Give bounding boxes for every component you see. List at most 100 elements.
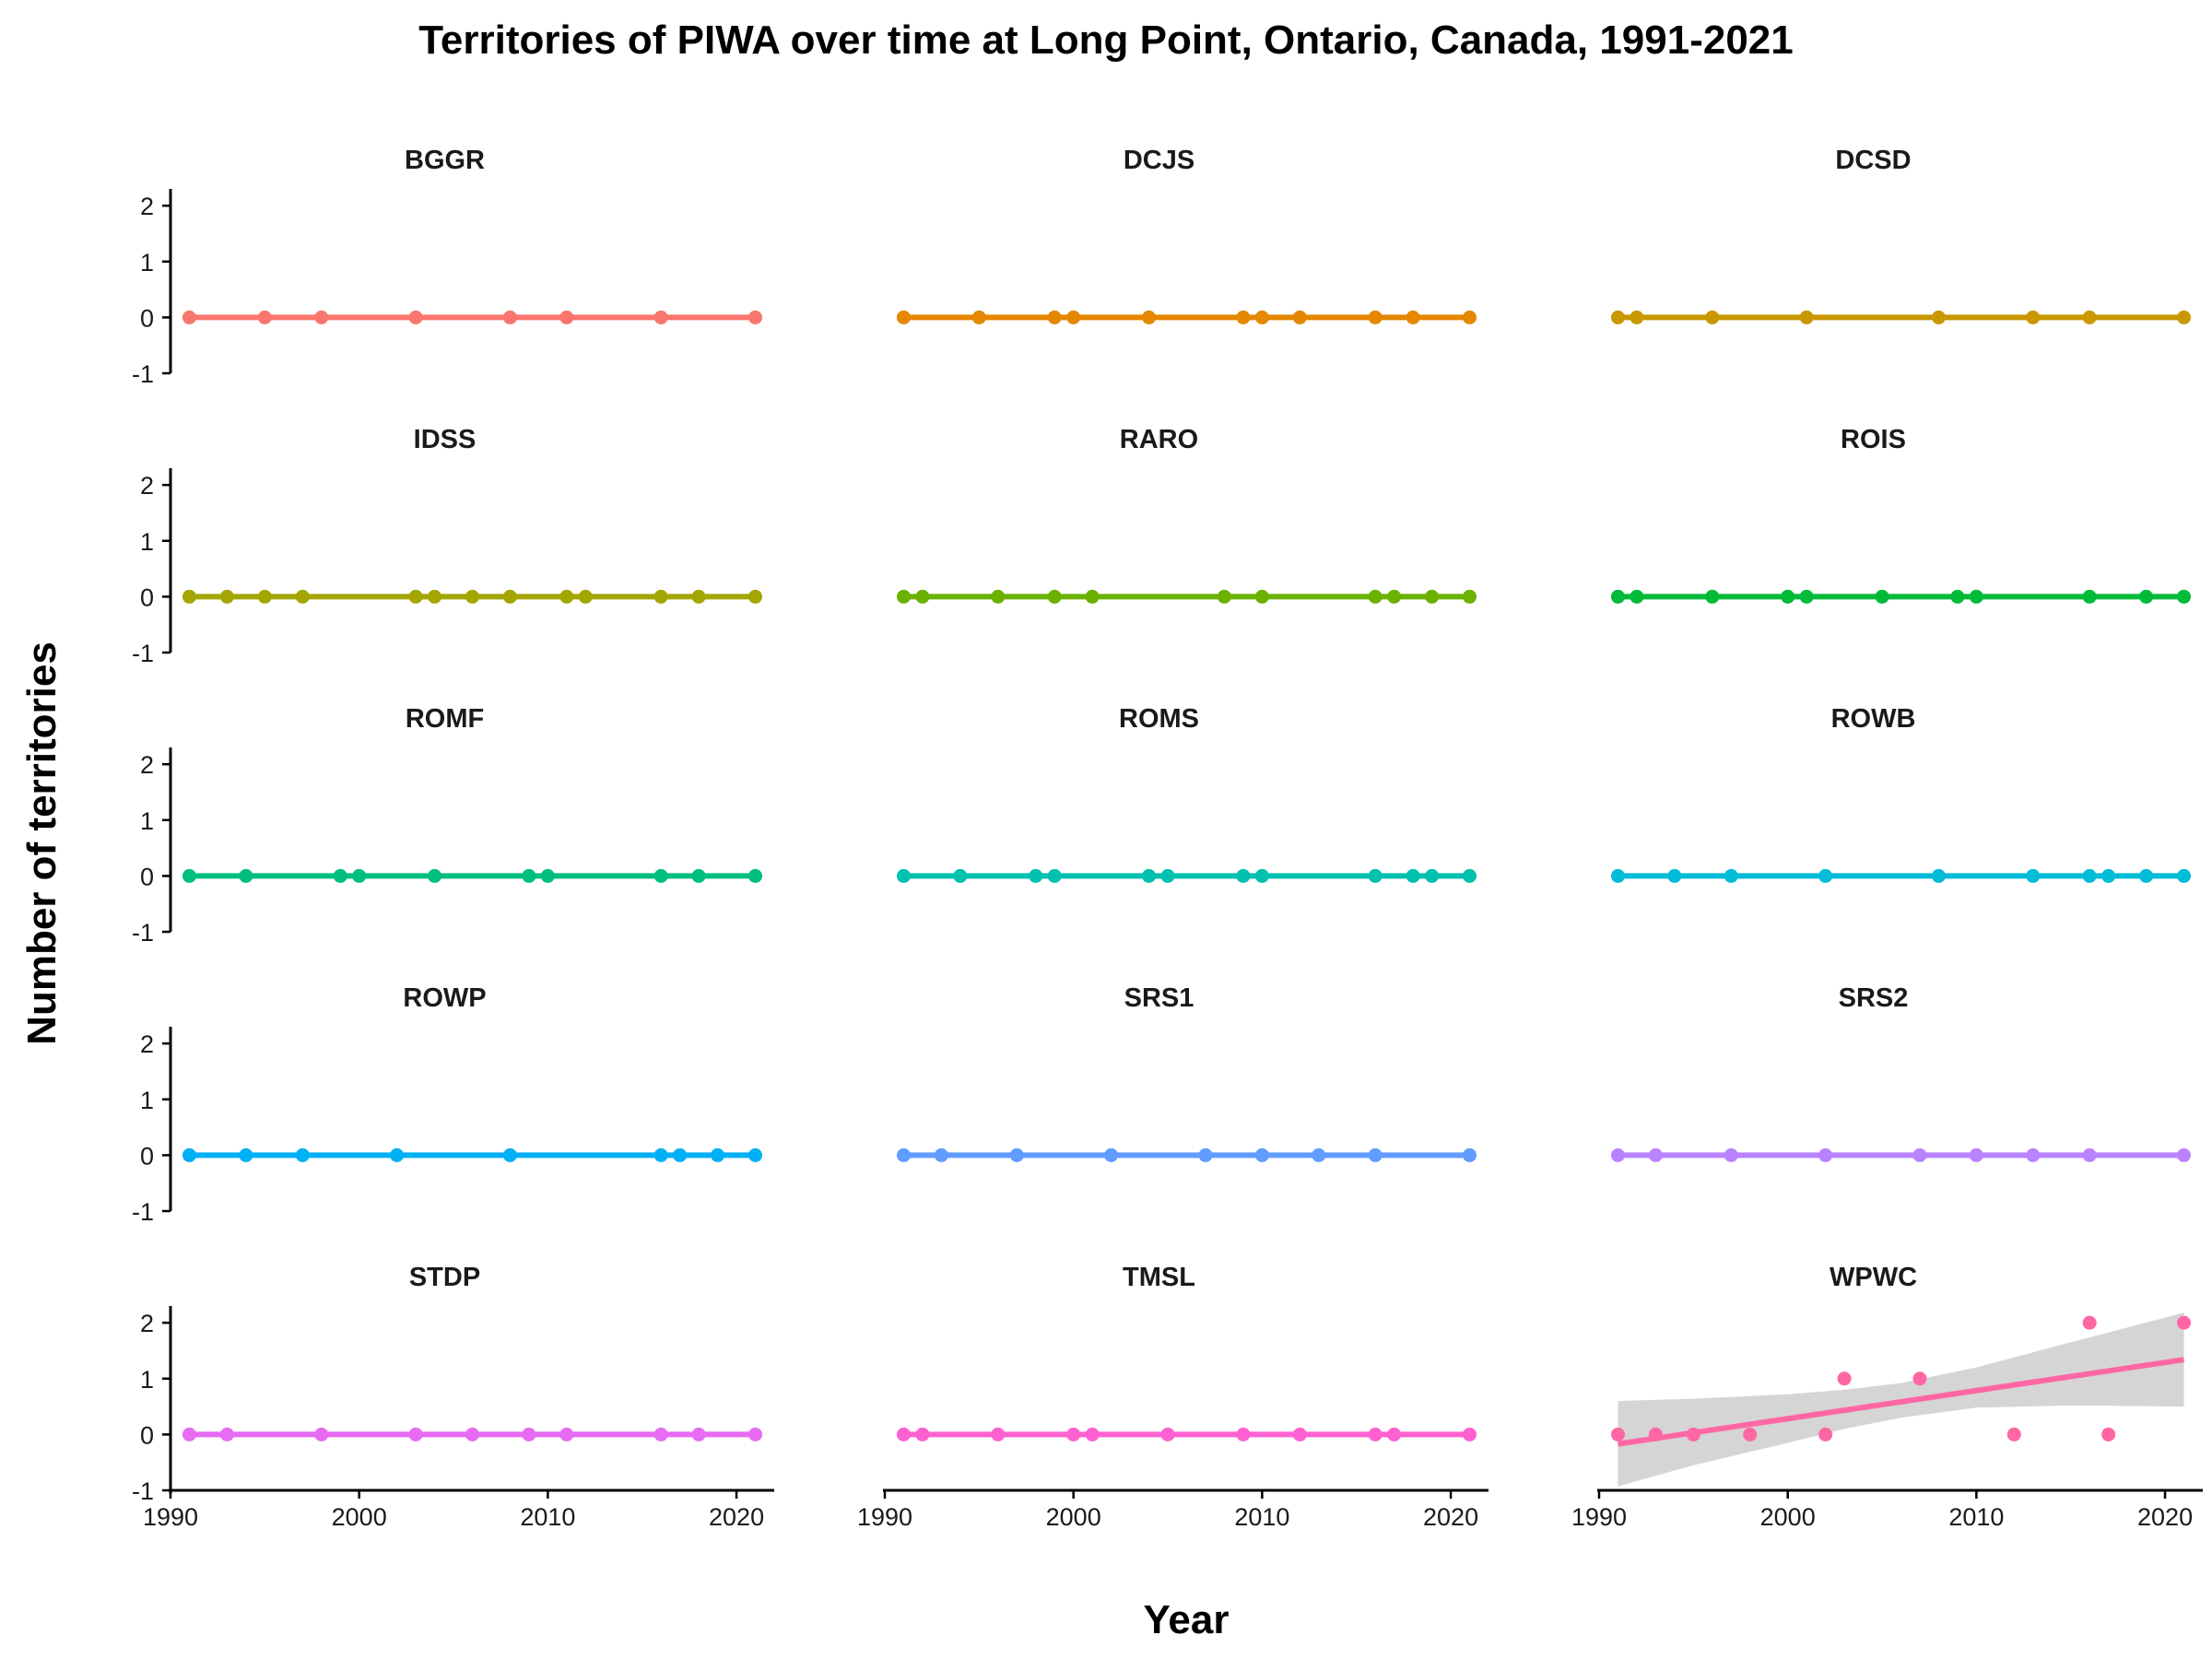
data-point — [953, 868, 968, 883]
panel-title-idss: IDSS — [414, 425, 477, 454]
data-point — [502, 589, 517, 604]
data-point — [2082, 1147, 2097, 1162]
x-tick-label: 2000 — [332, 1503, 387, 1531]
data-point — [559, 310, 574, 324]
data-point — [578, 589, 593, 604]
data-point — [691, 589, 706, 604]
data-point — [1931, 310, 1946, 324]
y-tick-label: 2 — [140, 1310, 154, 1337]
panel-srs1: SRS1 — [896, 983, 1477, 1162]
data-point — [1047, 589, 1062, 604]
data-point — [2026, 868, 2041, 883]
x-tick-label: 2020 — [2137, 1503, 2193, 1531]
data-point — [465, 1427, 479, 1441]
data-point — [333, 868, 347, 883]
y-tick-label: 0 — [140, 863, 154, 890]
data-point — [1610, 1147, 1625, 1162]
data-point — [314, 1427, 329, 1441]
data-point — [2139, 868, 2154, 883]
panel-title-rois: ROIS — [1841, 425, 1906, 454]
y-tick-label: -1 — [132, 640, 154, 667]
data-point — [896, 1147, 911, 1162]
data-point — [1610, 868, 1625, 883]
data-point — [915, 1427, 930, 1441]
data-point — [502, 1147, 517, 1162]
data-point — [182, 310, 196, 324]
y-tick-label: 1 — [140, 1366, 154, 1394]
panel-title-srs2: SRS2 — [1839, 983, 1909, 1013]
data-point — [295, 589, 310, 604]
data-point — [1236, 310, 1251, 324]
data-point — [1875, 589, 1889, 604]
data-point — [748, 1147, 763, 1162]
x-tick-label: 2010 — [520, 1503, 575, 1531]
data-point — [257, 310, 272, 324]
panel-title-dcjs: DCJS — [1124, 146, 1194, 175]
data-point — [559, 589, 574, 604]
x-axis-label: Year — [1144, 1597, 1230, 1642]
panel-raro: RARO — [896, 425, 1477, 604]
x-tick-label: 2000 — [1760, 1503, 1816, 1531]
data-point — [1368, 1147, 1382, 1162]
data-point — [1912, 1371, 1927, 1386]
panel-bggr: BGGR -1 0 1 2 — [132, 146, 763, 388]
data-point — [1724, 1147, 1738, 1162]
trend-line — [1618, 1357, 2184, 1447]
data-point — [182, 1147, 196, 1162]
data-point — [1686, 1427, 1700, 1441]
data-point — [1912, 1147, 1927, 1162]
data-point — [1724, 868, 1738, 883]
data-point — [748, 589, 763, 604]
data-point — [1160, 868, 1175, 883]
panel-title-roms: ROMS — [1119, 704, 1199, 734]
x-tick-label: 2020 — [1423, 1503, 1478, 1531]
data-point — [182, 1427, 196, 1441]
data-point — [219, 589, 234, 604]
y-tick-label: -1 — [132, 1477, 154, 1505]
data-point — [1610, 589, 1625, 604]
y-tick-label: 2 — [140, 751, 154, 779]
y-axis-label: Number of territories — [19, 641, 65, 1045]
data-point — [1368, 1427, 1382, 1441]
data-point — [1425, 589, 1440, 604]
y-tick-label: 1 — [140, 1087, 154, 1114]
y-tick-label: -1 — [132, 360, 154, 388]
data-point — [653, 310, 668, 324]
data-point — [540, 868, 555, 883]
y-tick-label: 0 — [140, 1142, 154, 1170]
data-point — [2082, 589, 2097, 604]
data-point — [428, 868, 442, 883]
data-point — [748, 1427, 763, 1441]
data-point — [1950, 589, 1965, 604]
x-tick-label: 1990 — [1571, 1503, 1627, 1531]
data-point — [1066, 1427, 1081, 1441]
data-point — [1368, 310, 1382, 324]
panel-rowb: ROWB — [1610, 704, 2192, 883]
data-point — [653, 1147, 668, 1162]
panel-title-wpwc: WPWC — [1830, 1263, 1917, 1292]
data-point — [1630, 310, 1644, 324]
data-point — [428, 589, 442, 604]
data-point — [352, 868, 367, 883]
data-point — [314, 310, 329, 324]
data-point — [408, 589, 423, 604]
data-point — [522, 1427, 536, 1441]
y-tick-label: 1 — [140, 528, 154, 556]
data-point — [896, 1427, 911, 1441]
data-point — [673, 1147, 688, 1162]
data-point — [1648, 1147, 1663, 1162]
data-point — [1292, 1427, 1307, 1441]
data-point — [1198, 1147, 1213, 1162]
panel-title-srs1: SRS1 — [1124, 983, 1194, 1013]
y-tick-label: -1 — [132, 1198, 154, 1226]
data-point — [1799, 310, 1814, 324]
data-point — [219, 1427, 234, 1441]
panel-dcsd: DCSD — [1610, 146, 2192, 324]
data-point — [2177, 1315, 2192, 1330]
data-point — [653, 589, 668, 604]
data-point — [896, 868, 911, 883]
data-point — [2177, 868, 2192, 883]
data-point — [257, 589, 272, 604]
data-point — [1236, 1427, 1251, 1441]
